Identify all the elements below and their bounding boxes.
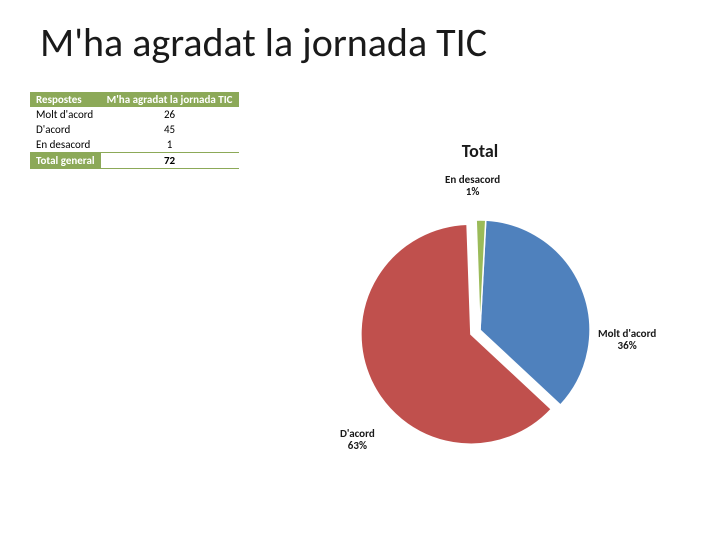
- pie-label-percent: 1%: [466, 185, 480, 198]
- table-row: Molt d'acord 26: [30, 107, 239, 122]
- pie-chart: [350, 200, 610, 460]
- table-header-metric: M'ha agradat la jornada TIC: [101, 92, 239, 107]
- table-header-respostes: Respostes: [30, 92, 101, 107]
- pie-label-text: D'acord: [340, 427, 375, 440]
- pie-label-text: En desacord: [445, 173, 500, 186]
- pie-label-en-desacord: En desacord 1%: [445, 174, 500, 198]
- table-total-row: Total general 72: [30, 153, 239, 169]
- total-label: Total general: [30, 153, 101, 169]
- pie-label-text: Molt d'acord: [598, 327, 656, 340]
- pie-label-dacord: D'acord 63%: [340, 428, 375, 452]
- response-table: Respostes M'ha agradat la jornada TIC Mo…: [30, 92, 239, 169]
- pie-label-percent: 63%: [348, 439, 367, 452]
- row-label: Molt d'acord: [30, 107, 101, 122]
- slide-title: M'ha agradat la jornada TIC: [40, 18, 487, 67]
- table-row: D'acord 45: [30, 122, 239, 137]
- row-value: 26: [101, 107, 239, 122]
- row-value: 45: [101, 122, 239, 137]
- pie-label-percent: 36%: [618, 339, 637, 352]
- pie-label-molt-dacord: Molt d'acord 36%: [598, 328, 656, 352]
- total-value: 72: [101, 153, 239, 169]
- row-label: D'acord: [30, 122, 101, 137]
- row-value: 1: [101, 137, 239, 153]
- row-label: En desacord: [30, 137, 101, 153]
- pie-chart-area: Total Molt d'acord 36% D'acord 63% En de…: [280, 140, 680, 520]
- table-row: En desacord 1: [30, 137, 239, 153]
- chart-title: Total: [280, 140, 680, 162]
